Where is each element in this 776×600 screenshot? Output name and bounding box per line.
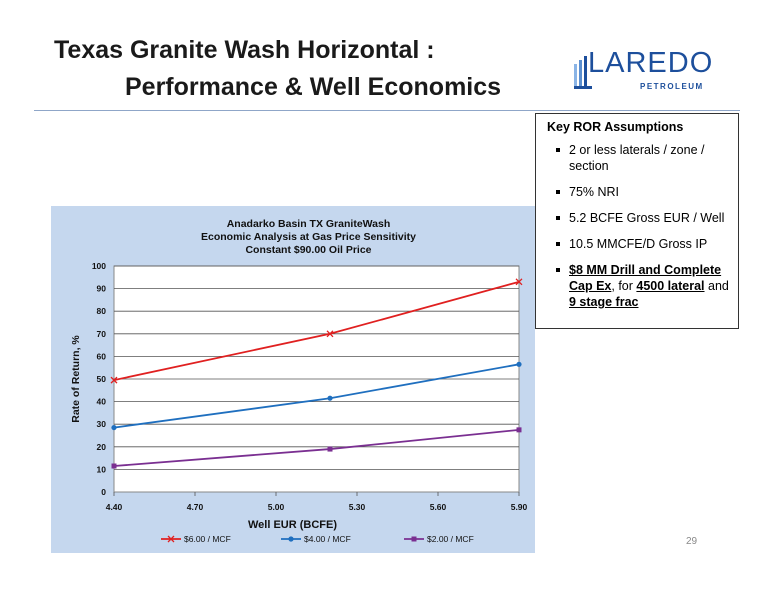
x-tick-label: 4.70 bbox=[187, 502, 204, 512]
legend-label: $2.00 / MCF bbox=[427, 534, 474, 544]
y-tick-label: 70 bbox=[97, 329, 107, 339]
logo-wordmark: LAREDO bbox=[588, 47, 714, 79]
y-tick-label: 100 bbox=[92, 261, 106, 271]
data-point bbox=[111, 424, 117, 431]
data-point bbox=[515, 278, 523, 286]
y-tick-label: 90 bbox=[97, 284, 107, 294]
assumptions-heading: Key ROR Assumptions bbox=[547, 120, 684, 134]
y-tick-label: 0 bbox=[101, 487, 106, 497]
assumptions-list: 2 or less laterals / zone / section 75% … bbox=[556, 142, 732, 320]
assumptions-box: Key ROR Assumptions 2 or less laterals /… bbox=[535, 113, 739, 329]
data-point bbox=[516, 361, 522, 367]
assumption-item: 2 or less laterals / zone / section bbox=[556, 142, 732, 174]
chart-title-line: Constant $90.00 Oil Price bbox=[245, 244, 371, 256]
legend-marker bbox=[411, 536, 417, 542]
x-tick-label: 5.00 bbox=[268, 502, 285, 512]
y-axis-label: Rate of Return, % bbox=[70, 335, 82, 423]
assumption-item: 10.5 MMCFE/D Gross IP bbox=[556, 236, 732, 252]
data-point bbox=[327, 395, 333, 401]
y-tick-label: 40 bbox=[97, 397, 107, 407]
x-tick-label: 5.90 bbox=[511, 502, 528, 512]
legend-label: $6.00 / MCF bbox=[184, 534, 231, 544]
data-point bbox=[516, 427, 522, 433]
y-tick-label: 60 bbox=[97, 351, 107, 361]
data-point bbox=[110, 376, 118, 384]
y-tick-label: 20 bbox=[97, 442, 107, 452]
assumption-item: 5.2 BCFE Gross EUR / Well bbox=[556, 210, 732, 226]
data-point bbox=[326, 330, 334, 338]
x-tick-label: 4.40 bbox=[106, 502, 123, 512]
y-tick-label: 30 bbox=[97, 419, 107, 429]
frac-text: 9 stage frac bbox=[569, 295, 639, 309]
y-tick-label: 50 bbox=[97, 374, 107, 384]
data-point bbox=[111, 463, 117, 469]
chart-panel: Anadarko Basin TX GraniteWash Economic An… bbox=[51, 206, 535, 553]
x-axis-label: Well EUR (BCFE) bbox=[248, 519, 337, 531]
slide-title-line1: Texas Granite Wash Horizontal : bbox=[54, 36, 435, 64]
lateral-connector: and bbox=[704, 279, 729, 293]
legend-marker bbox=[288, 536, 294, 542]
logo-subtitle: PETROLEUM bbox=[640, 82, 704, 91]
chart-title-line: Anadarko Basin TX GraniteWash bbox=[227, 218, 391, 230]
x-tick-label: 5.30 bbox=[349, 502, 366, 512]
company-logo: LAREDO PETROLEUM bbox=[574, 47, 734, 98]
capex-connector: , for bbox=[611, 279, 637, 293]
legend-label: $4.00 / MCF bbox=[304, 534, 351, 544]
title-divider bbox=[34, 110, 740, 111]
logo-mark-icon bbox=[574, 56, 592, 89]
assumption-item: 75% NRI bbox=[556, 184, 732, 200]
chart-title-line: Economic Analysis at Gas Price Sensitivi… bbox=[201, 231, 416, 243]
y-tick-label: 80 bbox=[97, 306, 107, 316]
y-tick-label: 10 bbox=[97, 464, 107, 474]
assumption-item-capex: $8 MM Drill and Complete Cap Ex, for 450… bbox=[556, 262, 732, 310]
lateral-text: 4500 lateral bbox=[636, 279, 705, 293]
data-point bbox=[327, 446, 333, 452]
page-number: 29 bbox=[686, 536, 698, 547]
x-tick-label: 5.60 bbox=[430, 502, 447, 512]
capex-text: $8 MM Drill and Complete Cap Ex bbox=[569, 263, 722, 293]
legend-marker bbox=[167, 535, 175, 543]
slide-title-line2: Performance & Well Economics bbox=[125, 73, 502, 101]
